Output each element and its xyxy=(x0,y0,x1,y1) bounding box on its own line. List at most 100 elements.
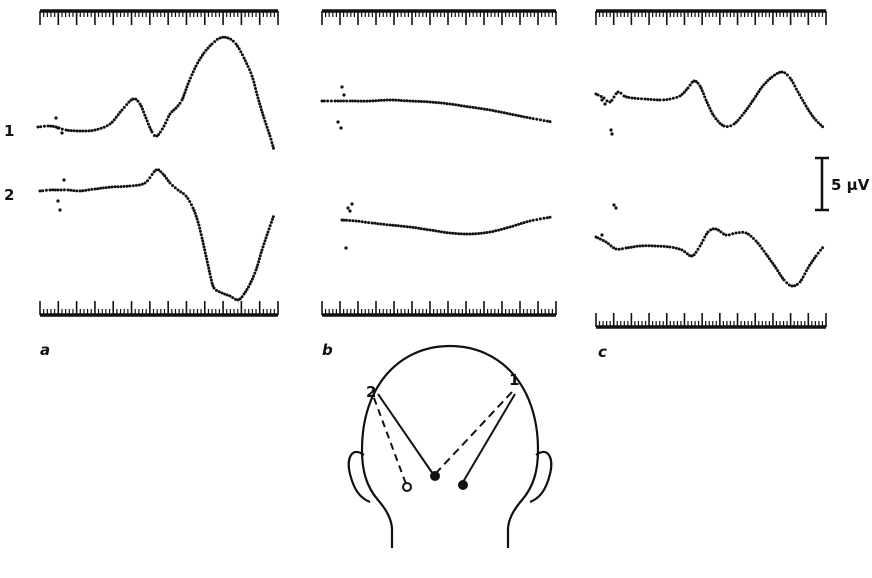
trace-dot xyxy=(692,253,696,257)
trace-dot xyxy=(640,97,643,101)
trace-dot xyxy=(798,280,802,284)
trace-dot xyxy=(619,91,623,95)
trace-dot xyxy=(711,112,714,116)
trace-dot xyxy=(368,99,372,103)
trace-dot xyxy=(150,173,154,176)
trace-dot xyxy=(808,263,812,267)
trace-dot xyxy=(249,71,253,75)
trace-dot xyxy=(197,58,201,62)
trace-dot xyxy=(377,99,381,102)
trace-dot xyxy=(780,276,784,280)
trace-dot xyxy=(42,124,46,128)
trace-dot xyxy=(60,127,64,131)
trace-dot xyxy=(505,111,509,115)
trace-dot xyxy=(202,245,206,249)
trace-dot xyxy=(36,125,40,129)
trace-dot xyxy=(773,73,776,77)
trace-dot xyxy=(186,82,190,86)
trace-dot xyxy=(635,244,639,248)
trace-dot xyxy=(706,230,710,234)
trace-dot xyxy=(819,123,823,127)
trace-dot xyxy=(62,188,66,192)
trace-dot xyxy=(652,98,656,102)
trace-dot xyxy=(90,187,94,191)
trace-dot xyxy=(671,96,675,100)
panel-c-trace-1 xyxy=(594,70,825,136)
trace-dot xyxy=(459,232,463,236)
trace-dot xyxy=(379,98,383,102)
trace-dot xyxy=(199,56,203,60)
trace-dot xyxy=(724,233,728,237)
trace-dot xyxy=(437,229,441,233)
trace-dot xyxy=(774,266,778,270)
trace-dot xyxy=(405,225,409,229)
trace-dot xyxy=(348,99,352,103)
trace-dot xyxy=(479,231,483,235)
trace-dot xyxy=(146,122,150,126)
trace-dot xyxy=(775,72,779,75)
panel-b-bottom-time-axis xyxy=(321,301,557,317)
trace-dot xyxy=(244,290,247,294)
trace-dot xyxy=(108,122,112,126)
trace-dot xyxy=(231,39,235,43)
trace-dot xyxy=(408,225,412,229)
trace-dot xyxy=(502,111,506,115)
trace-dot xyxy=(766,79,770,82)
trace-dot xyxy=(794,87,798,91)
trace-dot xyxy=(644,244,648,248)
lead-2-solid xyxy=(377,393,434,475)
trace-dot xyxy=(700,89,704,93)
trace-dot xyxy=(238,297,242,301)
trace-dot xyxy=(756,241,760,245)
panel-a-bottom-time-axis xyxy=(39,301,279,317)
trace-dot xyxy=(385,98,389,102)
trace-dot xyxy=(348,219,352,222)
trace-dot xyxy=(770,75,774,79)
trace-dot xyxy=(203,248,207,252)
trace-dot xyxy=(531,117,535,121)
trace-dot xyxy=(170,110,174,114)
trace-dot xyxy=(457,103,461,107)
trace-dot xyxy=(84,129,88,133)
trace-dot xyxy=(264,236,268,240)
filled-circle-electrode-middle xyxy=(430,471,440,481)
trace-dot xyxy=(768,77,772,81)
trace-dot xyxy=(46,124,50,128)
trace-dot xyxy=(164,176,168,180)
trace-dot xyxy=(78,129,82,133)
trace-dot xyxy=(262,116,266,120)
trace-dot xyxy=(471,105,475,109)
trace-dot xyxy=(511,113,515,117)
trace-dot xyxy=(474,106,478,110)
artifact-dot xyxy=(344,246,348,250)
trace-dot xyxy=(176,104,180,108)
artifact-dot xyxy=(348,209,352,213)
trace-dot xyxy=(482,107,486,111)
trace-dot xyxy=(474,232,478,236)
trace-dot xyxy=(771,261,775,265)
trace-dot xyxy=(206,263,210,267)
trace-dot xyxy=(643,97,647,101)
trace-dot xyxy=(261,113,265,117)
trace-dot xyxy=(217,290,221,294)
trace-dot xyxy=(192,209,196,213)
trace-dot xyxy=(622,94,626,98)
trace-dot xyxy=(650,244,654,248)
trace-dot xyxy=(136,99,140,103)
trace-dot xyxy=(776,269,780,273)
trace-dot xyxy=(226,36,230,40)
trace-dot xyxy=(258,102,262,106)
trace-dot xyxy=(266,230,270,234)
trace-dot xyxy=(209,275,213,279)
trace-dot xyxy=(636,97,640,101)
trace-dot xyxy=(783,71,787,75)
trace-dot xyxy=(762,83,766,87)
trace-dot xyxy=(627,246,630,250)
trace-dot xyxy=(44,188,48,192)
trace-dot xyxy=(148,176,152,180)
artifact-dot xyxy=(56,199,60,203)
trace-dot xyxy=(90,129,94,133)
trace-dot xyxy=(714,227,718,231)
trace-dot xyxy=(269,137,273,141)
trace-dot xyxy=(716,119,720,123)
